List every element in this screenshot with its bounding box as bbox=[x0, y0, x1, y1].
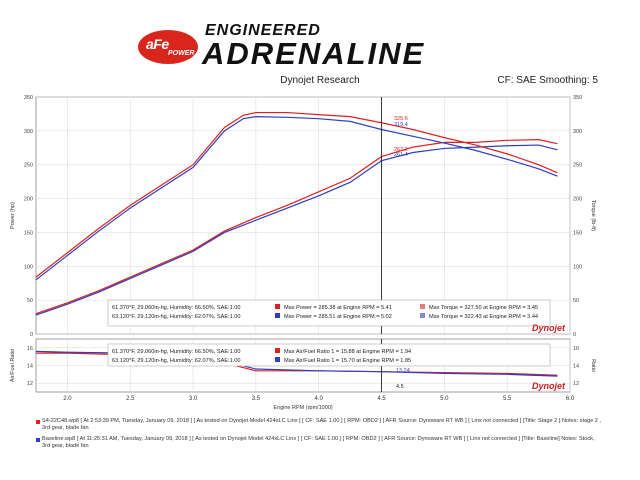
x-tick-label: 6.0 bbox=[566, 396, 575, 402]
series-max-torquerun-2 bbox=[35, 116, 558, 281]
run2-marker bbox=[36, 438, 40, 442]
dynojet-watermark: Dynojet bbox=[532, 381, 566, 391]
footer-run1: S4-22C48.wp8 [ At 2:53:39 PM, Tuesday, J… bbox=[42, 418, 602, 431]
y-tick-label-right: 200 bbox=[573, 197, 582, 203]
y-tick-label-right: 16 bbox=[573, 346, 579, 352]
legend-swatch bbox=[275, 313, 280, 318]
y-tick-label-right: 50 bbox=[573, 298, 579, 304]
legend-power: Max Power = 285.51 at Engine RPM = 5.02 bbox=[284, 314, 392, 320]
cursor-value-label: 325.6 bbox=[394, 116, 408, 122]
y-tick-label-right: 14 bbox=[573, 364, 579, 370]
y-axis-label: Power (hp) bbox=[10, 202, 16, 229]
cursor-value-label: 319.4 bbox=[394, 122, 408, 128]
y-tick-label: 350 bbox=[24, 95, 33, 101]
legend-torque: Max Torque = 327.50 at Engine RPM = 3.45 bbox=[429, 305, 538, 311]
y-tick-label-right: 250 bbox=[573, 163, 582, 169]
legend-torque: Max Torque = 322.43 at Engine RPM = 3.44 bbox=[429, 314, 538, 320]
y-axis-label-right: Torque (lb-ft) bbox=[590, 200, 596, 231]
y-axis-label: Air/Fuel Ratio bbox=[10, 349, 16, 382]
y-tick-label-right: 100 bbox=[573, 264, 582, 270]
legend-conditions: 61.370°F, 29.060in-hg, Humidity: 66.50%,… bbox=[112, 349, 241, 355]
cursor-value-label: 4.5 bbox=[396, 384, 404, 390]
footer-run2: Baseline.wp8 [ At 11:25:31 AM, Tuesday, … bbox=[42, 436, 595, 449]
afe-logo bbox=[138, 30, 198, 64]
legend-box bbox=[107, 299, 551, 327]
y-tick-label: 200 bbox=[24, 197, 33, 203]
y-tick-label-right: 300 bbox=[573, 129, 582, 135]
y-tick-label: 300 bbox=[24, 129, 33, 135]
legend-afr: Max Air/Fuel Ratio 1 = 15.70 at Engine R… bbox=[284, 358, 411, 364]
tagline-big: ADRENALINE bbox=[202, 36, 426, 71]
x-axis-label: Engine RPM (rpm/1000) bbox=[273, 405, 332, 411]
x-tick-label: 2.5 bbox=[126, 396, 135, 402]
legend-conditions: 63.120°F, 29.120in-hg, Humidity: 62.07%,… bbox=[112, 314, 241, 320]
y-tick-label: 14 bbox=[27, 364, 33, 370]
y-tick-label-right: 350 bbox=[573, 95, 582, 101]
y-tick-label: 0 bbox=[30, 332, 33, 338]
series-max-powerrun-1 bbox=[35, 139, 558, 315]
x-tick-label: 4.0 bbox=[315, 396, 324, 402]
x-tick-label: 4.5 bbox=[377, 396, 386, 402]
x-tick-label: 5.0 bbox=[440, 396, 449, 402]
cursor-value-label: 13.24 bbox=[396, 368, 410, 374]
series-max-torquerun-1 bbox=[35, 111, 558, 278]
y-tick-label: 100 bbox=[24, 264, 33, 270]
legend-conditions: 63.120°F, 29.120in-hg, Humidity: 62.07%,… bbox=[112, 358, 241, 364]
y-tick-label-right: 0 bbox=[573, 332, 576, 338]
y-tick-label-right: 150 bbox=[573, 230, 582, 236]
x-tick-label: 2.0 bbox=[63, 396, 72, 402]
legend-box bbox=[107, 343, 551, 367]
y-tick-label: 150 bbox=[24, 230, 33, 236]
legend-swatch bbox=[420, 313, 425, 318]
legend-swatch bbox=[275, 304, 280, 309]
legend-conditions: 61.370°F, 29.060in-hg, Humidity: 66.50%,… bbox=[112, 305, 241, 311]
y-tick-label-right: 12 bbox=[573, 381, 579, 387]
legend-swatch bbox=[420, 304, 425, 309]
legend-swatch bbox=[275, 357, 280, 362]
plot-area-1 bbox=[35, 96, 571, 335]
legend-power: Max Power = 285.38 at Engine RPM = 5.41 bbox=[284, 305, 392, 311]
correction-factor: CF: SAE Smoothing: 5 bbox=[497, 75, 598, 86]
y-tick-label: 12 bbox=[27, 381, 33, 387]
header: aFe POWER ENGINEERED ADRENALINE bbox=[0, 0, 640, 72]
legend-swatch bbox=[275, 348, 280, 353]
cursor-value-label: 267.2 bbox=[394, 147, 408, 153]
run1-marker bbox=[36, 420, 40, 424]
dynojet-watermark: Dynojet bbox=[532, 323, 566, 333]
y-tick-label: 250 bbox=[24, 163, 33, 169]
y-tick-label: 50 bbox=[27, 298, 33, 304]
x-tick-label: 5.5 bbox=[503, 396, 512, 402]
y-tick-label: 16 bbox=[27, 346, 33, 352]
tagline-small: ENGINEERED bbox=[205, 22, 321, 39]
afe-logo-sub: POWER bbox=[168, 50, 195, 57]
provider-label: Dynojet Research bbox=[280, 75, 360, 86]
x-tick-label: 3.0 bbox=[189, 396, 198, 402]
legend-afr: Max Air/Fuel Ratio 1 = 15.88 at Engine R… bbox=[284, 349, 411, 355]
cursor-value-label: 261.4 bbox=[394, 152, 408, 158]
afe-logo-text: aFe bbox=[146, 36, 169, 52]
x-tick-label: 3.5 bbox=[252, 396, 261, 402]
y-axis-label-right: Ratio bbox=[590, 359, 596, 372]
